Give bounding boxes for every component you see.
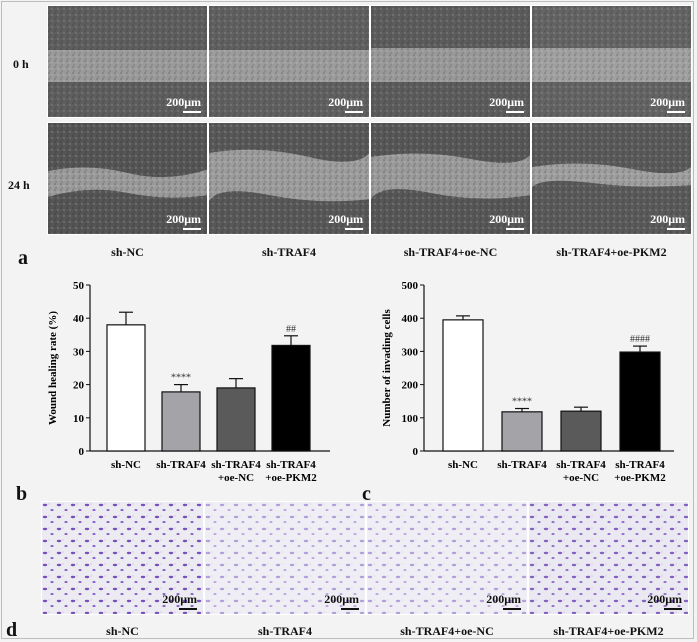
scale-bar: 200μm xyxy=(324,592,359,610)
scale-bar: 200μm xyxy=(166,95,201,113)
y-tick-label: 0 xyxy=(79,446,85,458)
category-label: +oe-NC xyxy=(563,472,599,484)
bar-chart-wound-healing: 0 10 20 30 40 50 Wound healing rate (%) sh-NC **… xyxy=(40,272,340,504)
bar xyxy=(271,344,311,452)
bar xyxy=(442,319,484,452)
category-label: sh-NC xyxy=(111,459,141,471)
category-label: sh-TRAF4 xyxy=(211,459,261,471)
micrograph-a-0h-sh-traf4-oe-pkm2: 200μm xyxy=(531,5,692,118)
bar-chart-invading-cells: 0 100 200 300 400 500 Number of invading cells… xyxy=(368,272,688,504)
y-axis-label: Wound healing rate (%) xyxy=(47,311,59,425)
y-tick-label: 100 xyxy=(402,413,419,425)
micrograph-d-sh-traf4: 200μm xyxy=(204,501,366,615)
micrograph-d-sh-nc: 200μm xyxy=(41,501,204,615)
col-label-d-sh-traf4-oe-nc: sh-TRAF4+oe-NC xyxy=(400,624,494,638)
col-label-a-sh-traf4-oe-nc: sh-TRAF4+oe-NC xyxy=(403,245,498,259)
y-tick-label: 200 xyxy=(402,380,419,392)
category-label: sh-TRAF4 xyxy=(615,459,665,471)
micrograph-a-0h-sh-traf4-oe-nc: 200μm xyxy=(370,5,531,118)
micrograph-a-0h-sh-nc: 200μm xyxy=(47,5,208,118)
col-label-a-sh-traf4: sh-TRAF4 xyxy=(261,245,316,259)
scale-bar: 200μm xyxy=(162,592,197,610)
scale-bar: 200μm xyxy=(486,592,521,610)
chart-b-svg: 0 10 20 30 40 50 Wound healing rate (%) sh-NC **… xyxy=(47,280,330,484)
bar xyxy=(161,391,201,452)
panel-letter-c: c xyxy=(362,483,371,505)
micrograph-a-24h-sh-nc: 200μm xyxy=(47,122,208,235)
y-tick-label: 500 xyxy=(402,280,419,292)
scale-bar: 200μm xyxy=(650,95,685,113)
category-label: +oe-NC xyxy=(218,472,254,484)
y-tick-label: 10 xyxy=(73,413,85,425)
category-label: sh-TRAF4 xyxy=(556,459,606,471)
micrograph-a-24h-sh-traf4-oe-nc: 200μm xyxy=(370,122,531,235)
bar xyxy=(106,324,146,452)
y-tick-label: 30 xyxy=(73,346,85,358)
y-tick-label: 40 xyxy=(73,313,85,325)
bar xyxy=(560,410,602,452)
significance-label: #### xyxy=(630,334,650,345)
category-label: +oe-PKM2 xyxy=(614,472,666,484)
micrograph-a-24h-sh-traf4-oe-pkm2: 200μm xyxy=(531,122,692,235)
panel-letter-d: d xyxy=(6,619,18,641)
y-axis-label: Number of invading cells xyxy=(381,309,393,427)
scale-bar: 200μm xyxy=(328,95,363,113)
y-tick-label: 50 xyxy=(73,280,85,292)
micrograph-d-sh-traf4-oe-pkm2: 200μm xyxy=(528,501,689,615)
category-label: sh-TRAF4 xyxy=(497,459,547,471)
y-tick-label: 0 xyxy=(413,446,419,458)
scale-bar: 200μm xyxy=(166,212,201,230)
scale-bar: 200μm xyxy=(328,212,363,230)
panel-letter-b: b xyxy=(16,483,28,505)
panel-letter-a: a xyxy=(18,247,28,269)
bar xyxy=(216,387,256,452)
micrograph-a-0h-sh-traf4: 200μm xyxy=(208,5,370,118)
scale-bar: 200μm xyxy=(650,212,685,230)
significance-label: **** xyxy=(512,397,532,408)
bar xyxy=(501,411,543,452)
row-label-24h: 24 h xyxy=(8,178,30,192)
significance-label: ## xyxy=(286,324,296,335)
micrograph-d-sh-traf4-oe-nc: 200μm xyxy=(366,501,528,615)
micrograph-a-24h-sh-traf4: 200μm xyxy=(208,122,370,235)
significance-label: **** xyxy=(171,373,191,384)
row-label-0h: 0 h xyxy=(13,57,29,71)
category-label: sh-TRAF4 xyxy=(266,459,316,471)
col-label-d-sh-traf4: sh-TRAF4 xyxy=(257,624,312,638)
y-tick-label: 20 xyxy=(73,380,85,392)
scale-bar: 200μm xyxy=(489,95,524,113)
col-label-d-sh-nc: sh-NC xyxy=(106,624,139,638)
chart-c-svg: 0 100 200 300 400 500 Number of invading cells… xyxy=(381,280,674,484)
col-label-a-sh-traf4-oe-pkm2: sh-TRAF4+oe-PKM2 xyxy=(556,245,667,259)
scale-bar: 200μm xyxy=(489,212,524,230)
y-tick-label: 300 xyxy=(402,346,419,358)
scale-bar: 200μm xyxy=(647,592,682,610)
col-label-d-sh-traf4-oe-pkm2: sh-TRAF4+oe-PKM2 xyxy=(553,624,664,638)
bar xyxy=(619,351,661,452)
category-label: +oe-PKM2 xyxy=(265,472,317,484)
category-label: sh-TRAF4 xyxy=(156,459,206,471)
y-tick-label: 400 xyxy=(402,313,419,325)
col-label-a-sh-nc: sh-NC xyxy=(111,245,144,259)
category-label: sh-NC xyxy=(448,459,478,471)
